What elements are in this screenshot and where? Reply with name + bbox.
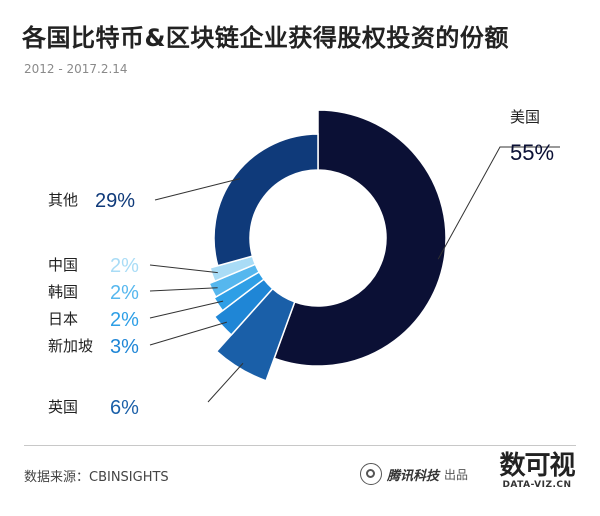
leader-line-2 (149, 321, 228, 346)
slice-label-5: 中国 (48, 256, 78, 274)
leader-line-4 (149, 287, 218, 292)
slice-value-0: 55% (510, 140, 554, 165)
dataviz-logo: 数可视 DATA-VIZ.CN (496, 452, 578, 490)
slice-label-0: 美国 (510, 108, 540, 126)
pie-slice-1 (215, 287, 296, 382)
slice-value-4: 2% (110, 282, 139, 304)
slice-value-6: 29% (95, 190, 135, 212)
brand-credit: 腾讯科技 出品 (360, 463, 468, 485)
leader-line-1 (207, 362, 244, 403)
leader-line-6 (154, 178, 241, 201)
pie-slice-6 (213, 133, 319, 267)
slice-label-4: 韩国 (48, 283, 78, 301)
leader-line-0 (437, 146, 560, 260)
footer-divider (24, 445, 576, 446)
slice-label-1: 英国 (48, 398, 78, 416)
leader-line-5 (149, 264, 218, 274)
slice-value-5: 2% (110, 255, 139, 277)
slice-label-6: 其他 (48, 191, 78, 209)
slice-value-2: 3% (110, 336, 139, 358)
slice-value-3: 2% (110, 309, 139, 331)
leader-line-3 (149, 300, 224, 319)
tencent-logo-icon (360, 463, 382, 485)
chart-subtitle: 2012 - 2017.2.14 (24, 62, 128, 76)
slice-label-3: 日本 (48, 310, 78, 328)
data-source: 数据来源：CBINSIGHTS (24, 470, 169, 485)
logo-text: 数可视 (499, 451, 575, 481)
brand-suffix: 出品 (444, 467, 469, 482)
slice-value-1: 6% (110, 397, 139, 419)
slice-label-2: 新加坡 (48, 337, 93, 355)
brand-name: 腾讯科技 (387, 468, 440, 484)
chart-title: 各国比特币&区块链企业获得股权投资的份额 (22, 24, 509, 52)
pie-slice-0 (273, 109, 447, 367)
logo-subtext: DATA-VIZ.CN (502, 480, 572, 490)
